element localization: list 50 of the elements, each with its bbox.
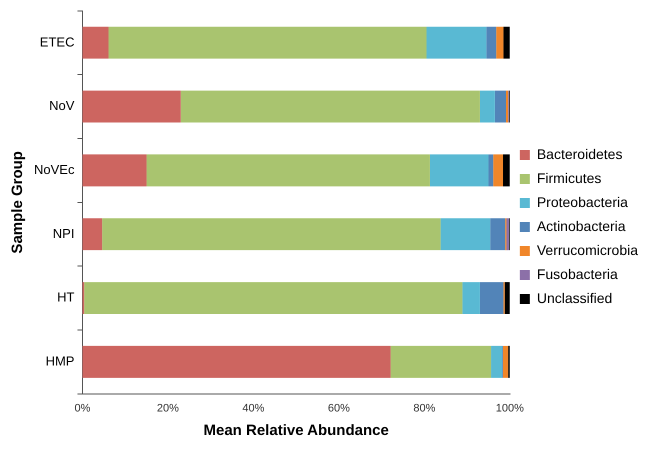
bar xyxy=(488,154,494,186)
bar xyxy=(430,154,488,186)
x-tick-label: 0% xyxy=(74,402,91,414)
x-tick-label: 40% xyxy=(242,402,265,414)
bar xyxy=(494,90,506,123)
y-tick-label: NoVEc xyxy=(34,162,75,177)
bar xyxy=(108,26,427,59)
bar xyxy=(82,346,391,378)
x-tick-label: 60% xyxy=(328,402,350,414)
bar xyxy=(503,26,510,59)
bar xyxy=(486,26,496,59)
bar xyxy=(84,282,462,314)
legend-label: Verrucomicrobia xyxy=(536,242,638,258)
y-tick-label: HT xyxy=(57,290,75,305)
legend-label: Unclassified xyxy=(536,290,612,306)
bar xyxy=(82,90,181,123)
x-tick-label: 20% xyxy=(156,402,180,414)
legend-label: Proteobacteria xyxy=(536,194,628,210)
bar xyxy=(491,346,502,378)
legend-label: Firmicutes xyxy=(536,170,602,186)
y-tick-label: NoV xyxy=(49,98,75,114)
bar xyxy=(426,26,486,59)
bar xyxy=(493,154,504,186)
x-axis-title: Mean Relative Abundance xyxy=(203,422,389,440)
bar xyxy=(102,218,441,250)
bar xyxy=(146,154,430,186)
bar xyxy=(462,282,480,314)
y-tick-label: ETEC xyxy=(40,34,74,50)
legend-label: Fusobacteria xyxy=(536,266,618,282)
y-tick-label: NPI xyxy=(52,226,74,241)
bar xyxy=(506,218,509,250)
legend-label: Actinobacteria xyxy=(536,218,626,234)
x-tick-label: 100% xyxy=(496,402,524,414)
y-axis-title: Sample Group xyxy=(9,151,26,254)
y-tick-label: HMP xyxy=(46,353,74,368)
bar xyxy=(82,154,147,186)
legend-label: Bacteroidetes xyxy=(536,146,622,162)
bar xyxy=(82,218,102,250)
bar xyxy=(490,218,506,250)
bar xyxy=(480,90,495,123)
bar xyxy=(496,26,504,59)
bar xyxy=(503,154,510,186)
bar xyxy=(390,346,492,378)
bar xyxy=(504,282,510,314)
bar xyxy=(180,90,480,123)
bar xyxy=(82,26,109,59)
bar xyxy=(503,346,508,378)
bar xyxy=(440,218,490,250)
x-tick-label: 80% xyxy=(413,402,436,414)
bar xyxy=(480,282,504,314)
